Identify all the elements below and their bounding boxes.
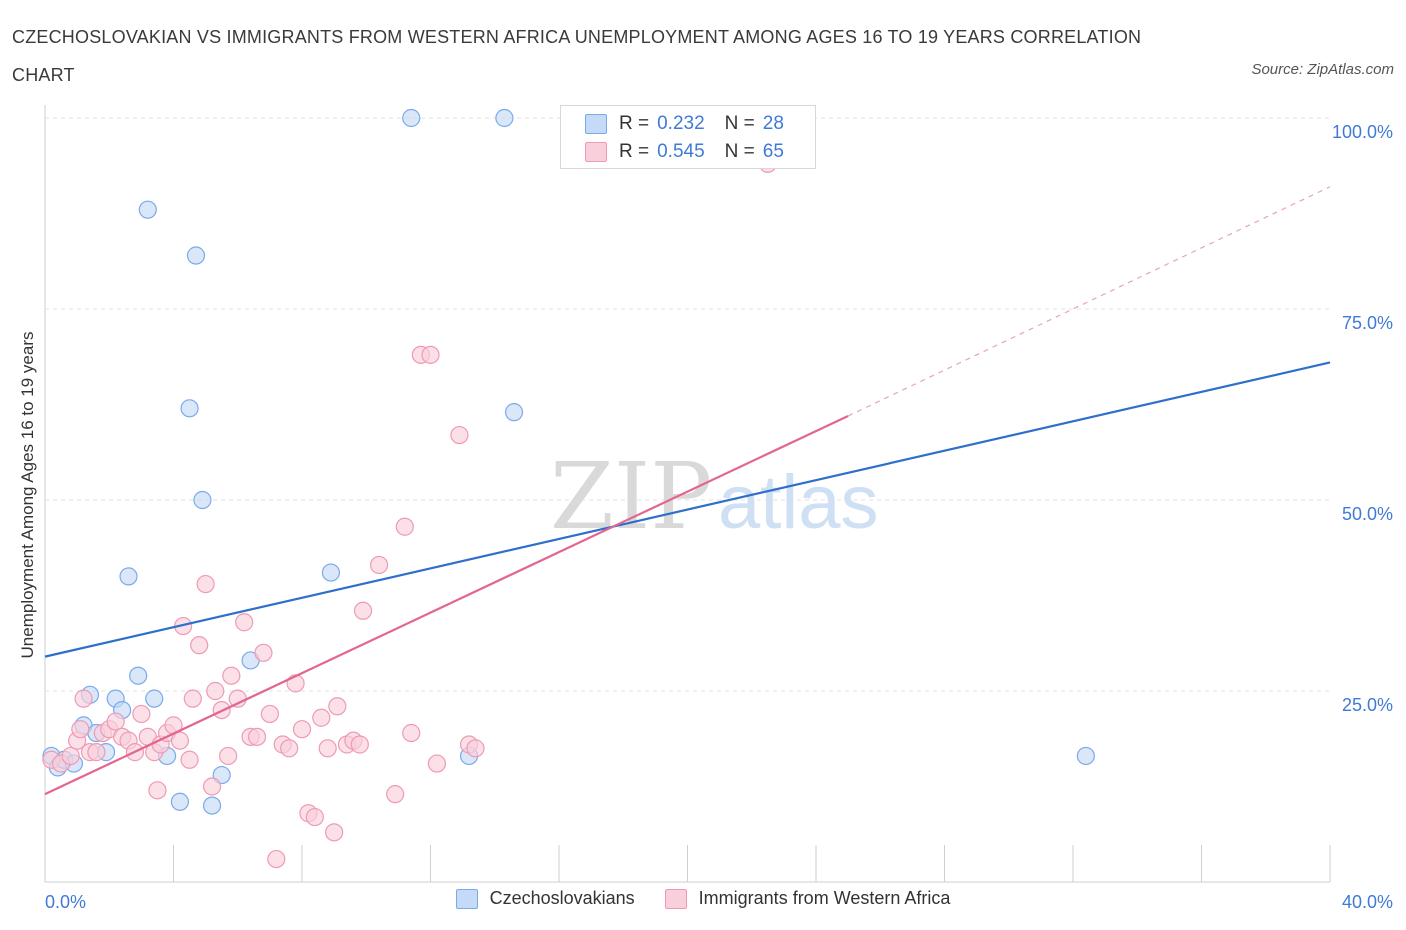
legend-swatch-pink	[664, 888, 687, 909]
data-point	[193, 490, 212, 510]
n-label: N =	[724, 141, 755, 162]
watermark: ZIP atlas	[550, 443, 879, 550]
legend-label: Immigrants from Western Africa	[698, 888, 951, 908]
data-point	[202, 777, 222, 796]
grid-lines	[45, 117, 1330, 692]
legend-item-western-africa: Immigrants from Western Africa	[664, 888, 951, 909]
legend-swatch-pink	[585, 142, 607, 162]
y-tick-label: 50.0%	[1342, 504, 1393, 524]
data-point	[170, 792, 190, 811]
data-point	[180, 399, 199, 418]
data-point	[190, 636, 209, 655]
data-point	[87, 743, 106, 762]
data-point	[427, 754, 447, 773]
data-point	[260, 704, 279, 724]
data-point	[206, 681, 225, 701]
data-point	[106, 712, 125, 731]
data-point	[186, 246, 206, 265]
data-point	[247, 727, 267, 746]
data-point	[148, 781, 167, 800]
data-point	[138, 200, 157, 219]
legend-label: Czechoslovakians	[489, 888, 635, 908]
data-point	[183, 689, 202, 708]
y-tick-label: 100.0%	[1332, 122, 1393, 142]
data-point	[267, 849, 286, 869]
tick-labels: 25.0% 50.0% 75.0% 100.0% 0.0% 40.0%	[45, 122, 1393, 912]
legend-swatch-blue	[585, 114, 607, 134]
r-value: 0.545	[657, 141, 705, 162]
data-point	[370, 555, 389, 575]
y-tick-label: 25.0%	[1342, 695, 1393, 715]
trend-lines	[44, 186, 1331, 796]
series-legend: Czechoslovakians Immigrants from Western…	[0, 888, 1406, 909]
trend-line-western-africa	[44, 414, 849, 796]
data-point	[350, 735, 369, 754]
r-value: 0.232	[657, 113, 705, 134]
legend-row-czechoslovakians: R = 0.232 N = 28	[585, 111, 784, 137]
data-point	[495, 108, 514, 128]
legend-swatch-blue	[455, 888, 478, 909]
data-point	[222, 666, 241, 685]
watermark-atlas: atlas	[718, 460, 879, 545]
data-point	[132, 704, 151, 724]
data-point	[254, 643, 273, 662]
data-point	[395, 517, 414, 536]
data-point	[219, 746, 238, 766]
x-tick-label: 0.0%	[45, 892, 86, 912]
data-point	[61, 746, 80, 766]
trend-line-extension	[847, 186, 1331, 417]
correlation-legend: R = 0.232 N = 28 R = 0.545 N = 65	[560, 105, 816, 169]
data-point	[321, 563, 341, 582]
data-point	[402, 723, 421, 743]
n-value: 65	[762, 141, 784, 162]
legend-item-czechoslovakians: Czechoslovakians	[455, 888, 635, 909]
data-point	[450, 425, 469, 445]
data-point	[421, 345, 440, 364]
x-tick-label: 40.0%	[1342, 892, 1393, 912]
data-point	[386, 785, 405, 804]
data-point	[292, 720, 312, 739]
data-point	[305, 807, 324, 827]
data-point	[325, 823, 344, 842]
data-point	[353, 601, 373, 620]
data-point	[1076, 746, 1095, 766]
data-point	[466, 739, 485, 758]
watermark-zip: ZIP	[550, 443, 712, 550]
data-point	[170, 731, 190, 750]
data-point	[119, 567, 138, 586]
data-point	[196, 574, 215, 594]
legend-row-western-africa: R = 0.545 N = 65	[585, 139, 784, 165]
data-point	[74, 689, 93, 708]
data-point	[280, 739, 299, 758]
data-point	[71, 720, 90, 739]
data-point	[402, 108, 421, 128]
n-value: 28	[762, 113, 784, 134]
data-point	[328, 697, 347, 716]
data-point	[180, 750, 199, 769]
data-points	[42, 108, 1095, 869]
chart-title: CZECHOSLOVAKIAN VS IMMIGRANTS FROM WESTE…	[12, 27, 1142, 85]
data-point	[286, 674, 305, 693]
data-point	[145, 689, 164, 708]
data-point	[235, 613, 254, 632]
n-label: N =	[724, 113, 755, 134]
trend-line-czechoslovakians	[44, 361, 1331, 658]
r-label: R =	[619, 141, 650, 162]
r-label: R =	[619, 113, 650, 134]
data-point	[129, 666, 148, 685]
data-point	[318, 739, 337, 758]
data-point	[504, 403, 524, 422]
y-tick-label: 75.0%	[1342, 313, 1393, 333]
source-label: Source: ZipAtlas.com	[1251, 61, 1394, 78]
data-point	[202, 796, 222, 815]
data-point	[312, 708, 331, 727]
